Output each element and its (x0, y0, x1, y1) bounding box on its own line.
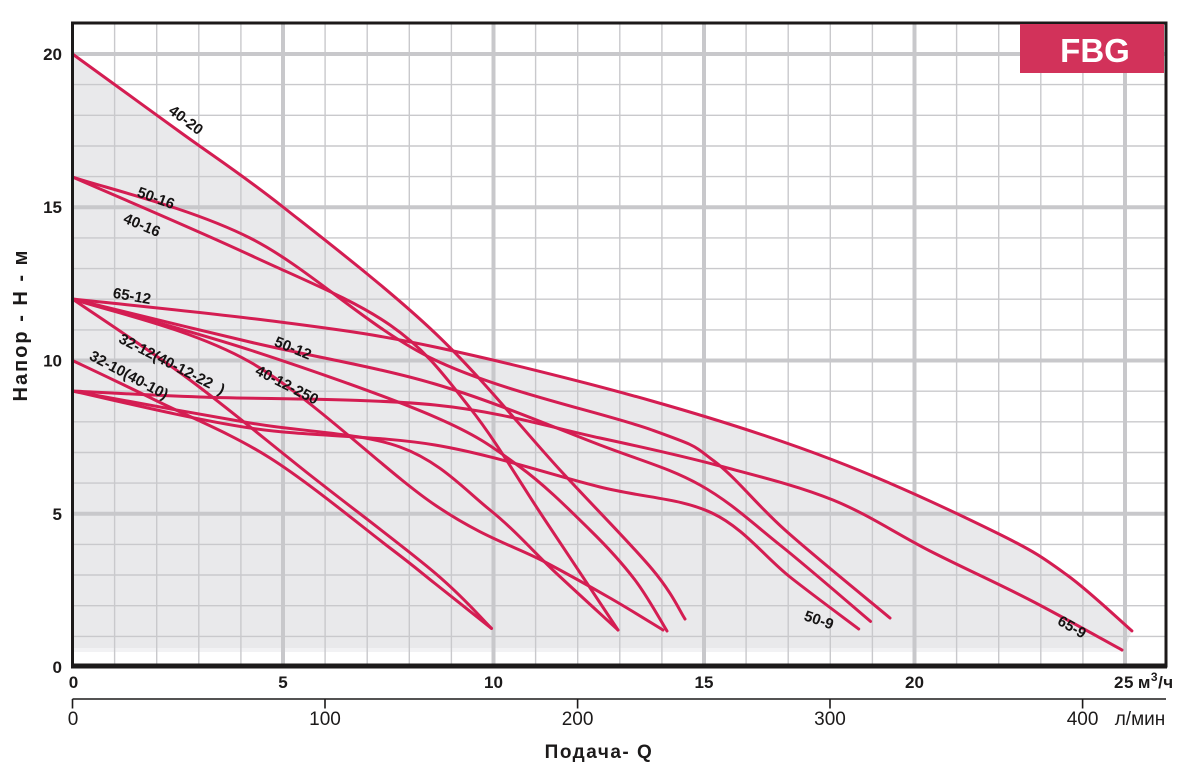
svg-text:100: 100 (309, 709, 341, 730)
svg-text:Подача- Q: Подача- Q (545, 742, 654, 763)
svg-text:400: 400 (1067, 709, 1099, 730)
svg-text:Напор - H - м: Напор - H - м (10, 249, 32, 402)
svg-text:0: 0 (68, 709, 79, 730)
svg-text:0: 0 (53, 658, 62, 677)
svg-text:200: 200 (562, 709, 594, 730)
svg-text:15: 15 (43, 198, 62, 217)
svg-text:5: 5 (278, 673, 287, 692)
svg-text:20: 20 (905, 673, 924, 692)
svg-text:FBG: FBG (1060, 32, 1130, 69)
svg-text:15: 15 (695, 673, 714, 692)
svg-text:25 м3/ч: 25 м3/ч (1114, 670, 1174, 692)
svg-text:5: 5 (53, 505, 62, 524)
svg-text:л/мин: л/мин (1115, 709, 1166, 730)
svg-text:10: 10 (43, 352, 62, 371)
svg-text:10: 10 (484, 673, 503, 692)
svg-text:65-12: 65-12 (112, 285, 153, 308)
svg-text:0: 0 (69, 673, 78, 692)
svg-text:300: 300 (814, 709, 846, 730)
svg-text:20: 20 (43, 45, 62, 64)
